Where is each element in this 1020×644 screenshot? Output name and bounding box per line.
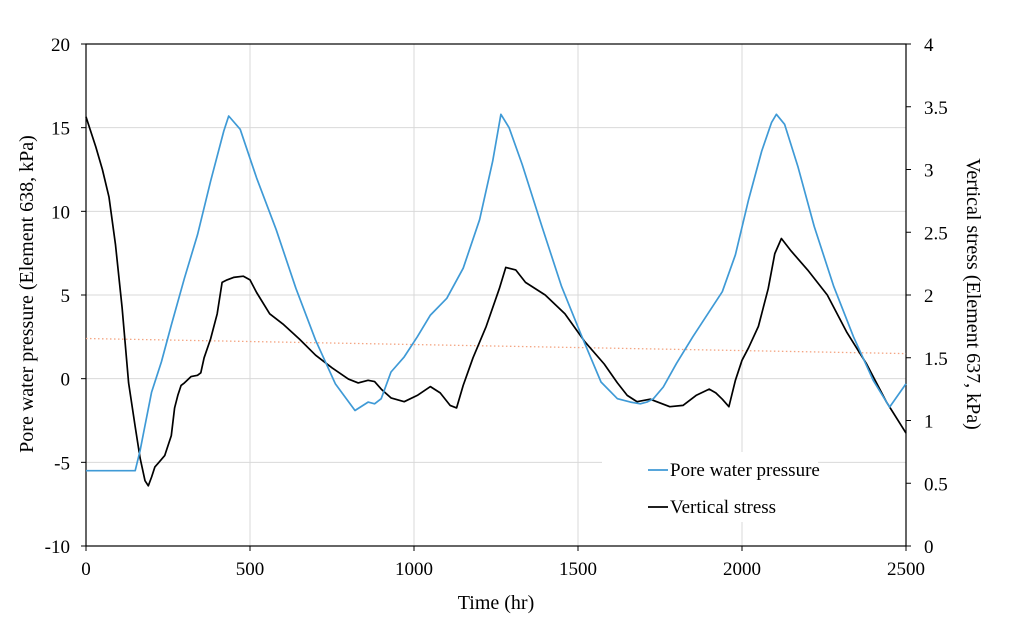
y-right-tick-label: 1 bbox=[924, 412, 934, 433]
y-right-tick-label: 2 bbox=[924, 286, 934, 307]
y-left-axis-ticks: -10 -5 0 5 10 15 20 bbox=[45, 35, 86, 558]
y-left-tick-label: 15 bbox=[51, 119, 70, 140]
x-axis-ticks: 0 500 1000 1500 2000 2500 bbox=[81, 546, 925, 580]
x-tick-label: 1000 bbox=[395, 559, 433, 580]
y-left-tick-label: -10 bbox=[45, 537, 70, 558]
x-axis-title: Time (hr) bbox=[458, 592, 534, 614]
x-tick-label: 2000 bbox=[723, 559, 761, 580]
legend-background bbox=[602, 452, 818, 522]
y-left-tick-label: 5 bbox=[61, 286, 71, 307]
y-right-tick-label: 0 bbox=[924, 537, 934, 558]
x-tick-label: 2500 bbox=[887, 559, 925, 580]
y-left-tick-label: -5 bbox=[54, 453, 70, 474]
series-line-pore-water-pressure bbox=[86, 113, 907, 472]
y-right-tick-label: 2.5 bbox=[924, 223, 948, 244]
legend-label-pore-water-pressure: Pore water pressure bbox=[670, 460, 820, 481]
y-left-tick-label: 20 bbox=[51, 35, 70, 56]
series-line-dotted-trend bbox=[85, 337, 907, 355]
y-left-tick-label: 0 bbox=[61, 370, 71, 391]
x-tick-label: 1500 bbox=[559, 559, 597, 580]
y-right-tick-label: 0.5 bbox=[924, 474, 948, 495]
y-right-axis-title: Vertical stress (Element 637, kPa) bbox=[962, 158, 984, 430]
y-left-tick-label: 10 bbox=[51, 202, 70, 223]
y-right-axis-ticks: 0 0.5 1 1.5 2 2.5 3 3.5 4 bbox=[906, 35, 948, 558]
y-right-tick-label: 3.5 bbox=[924, 98, 948, 119]
legend-label-vertical-stress: Vertical stress bbox=[670, 497, 776, 518]
series-layer bbox=[85, 113, 907, 487]
y-right-tick-label: 4 bbox=[924, 35, 934, 56]
x-tick-label: 0 bbox=[81, 559, 91, 580]
x-tick-label: 500 bbox=[236, 559, 265, 580]
y-left-axis-title: Pore water pressure (Element 638, kPa) bbox=[16, 135, 38, 453]
series-line-vertical-stress bbox=[85, 116, 907, 487]
y-right-tick-label: 3 bbox=[924, 161, 934, 182]
legend: Pore water pressure Vertical stress bbox=[602, 452, 820, 522]
y-right-tick-label: 1.5 bbox=[924, 349, 948, 370]
